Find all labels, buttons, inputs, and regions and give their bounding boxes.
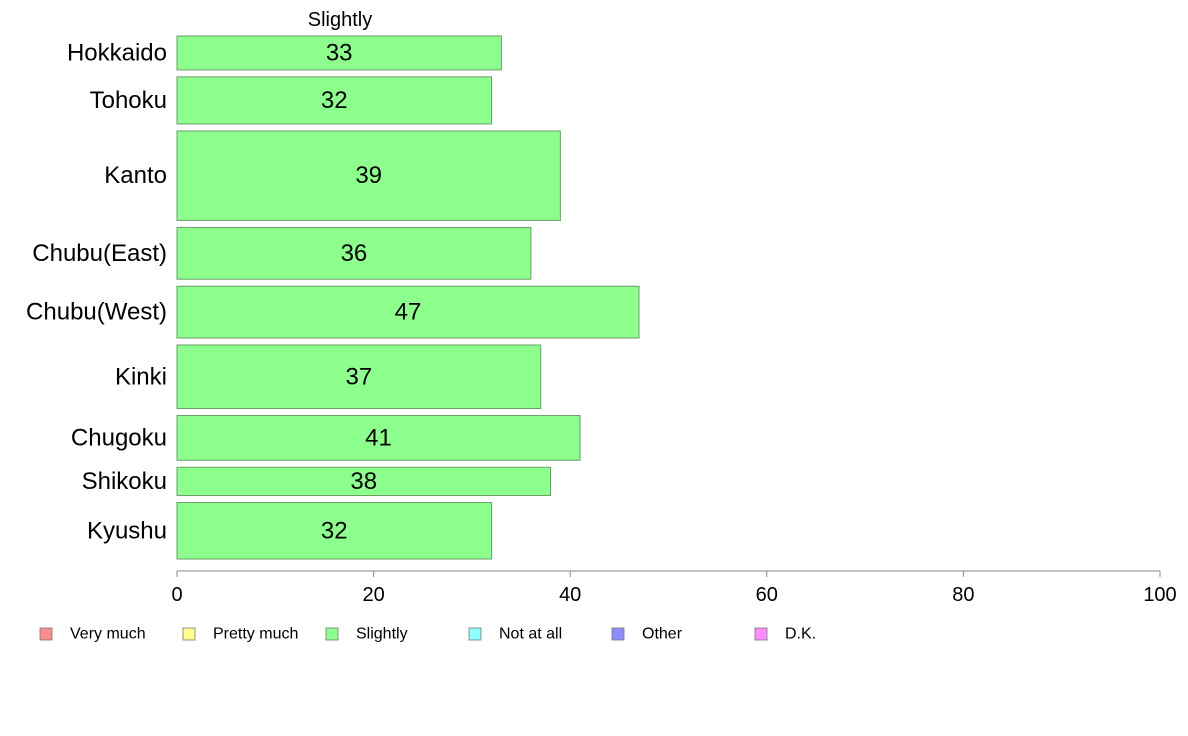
category-label-kinki: Kinki: [115, 363, 167, 390]
value-label-chubu-east: 36: [341, 240, 368, 267]
bar-hokkaido: [176, 35, 502, 71]
bar-chubu-west: [176, 285, 640, 339]
legend-label-pretty-much: Pretty much: [213, 626, 298, 643]
value-label-hokkaido: 33: [326, 39, 353, 66]
value-label-kinki: 37: [346, 363, 373, 390]
category-label-kyushu: Kyushu: [87, 517, 167, 544]
category-label-chubu-east: Chubu(East): [32, 240, 167, 267]
bar-chugoku: [176, 415, 581, 461]
x-tick-label-80: 80: [952, 584, 974, 606]
x-tick-label-40: 40: [559, 584, 581, 606]
value-label-kyushu: 32: [321, 517, 348, 544]
category-label-hokkaido: Hokkaido: [67, 39, 167, 66]
category-label-tohoku: Tohoku: [90, 87, 167, 114]
value-label-chubu-west: 47: [395, 299, 422, 326]
value-label-chugoku: 41: [365, 424, 392, 451]
legend-label-slightly: Slightly: [356, 626, 408, 643]
bar-chubu-east: [176, 226, 532, 280]
bar-kyushu: [176, 502, 493, 560]
value-label-tohoku: 32: [321, 87, 348, 114]
series-title: Slightly: [308, 9, 372, 31]
legend-swatch-pretty-much: [182, 627, 196, 641]
legend-swatch-other: [611, 627, 625, 641]
bars-group: Hokkaido 33 Tohoku 32 Kanto 39 Chubu(East) 36 Ch…: [26, 35, 640, 560]
x-tick-label-100: 100: [1143, 584, 1176, 606]
legend-swatch-not-at-all: [468, 627, 482, 641]
category-label-chubu-west: Chubu(West): [26, 299, 167, 326]
legend-label-not-at-all: Not at all: [499, 626, 562, 643]
bar-tohoku: [176, 76, 493, 125]
category-label-chugoku: Chugoku: [71, 424, 167, 451]
value-label-kanto: 39: [355, 162, 382, 189]
x-axis: 0 20 40 60 80 100: [171, 570, 1177, 606]
value-label-shikoku: 38: [350, 468, 377, 495]
bar-kanto: [176, 130, 561, 221]
legend-label-d-k: D.K.: [785, 626, 816, 643]
legend-swatch-d-k: [754, 627, 768, 641]
legend-label-very-much: Very much: [70, 626, 146, 643]
x-tick-label-20: 20: [362, 584, 384, 606]
x-tick-label-60: 60: [756, 584, 778, 606]
category-label-kanto: Kanto: [104, 162, 167, 189]
bar-kinki: [176, 344, 542, 410]
legend: Very much Pretty much Slightly Not at all Ot…: [39, 626, 816, 643]
bar-shikoku: [176, 466, 552, 497]
category-label-shikoku: Shikoku: [82, 468, 167, 495]
legend-label-other: Other: [642, 626, 683, 643]
legend-swatch-slightly: [325, 627, 339, 641]
x-tick-label-0: 0: [171, 584, 182, 606]
legend-swatch-very-much: [39, 627, 53, 641]
